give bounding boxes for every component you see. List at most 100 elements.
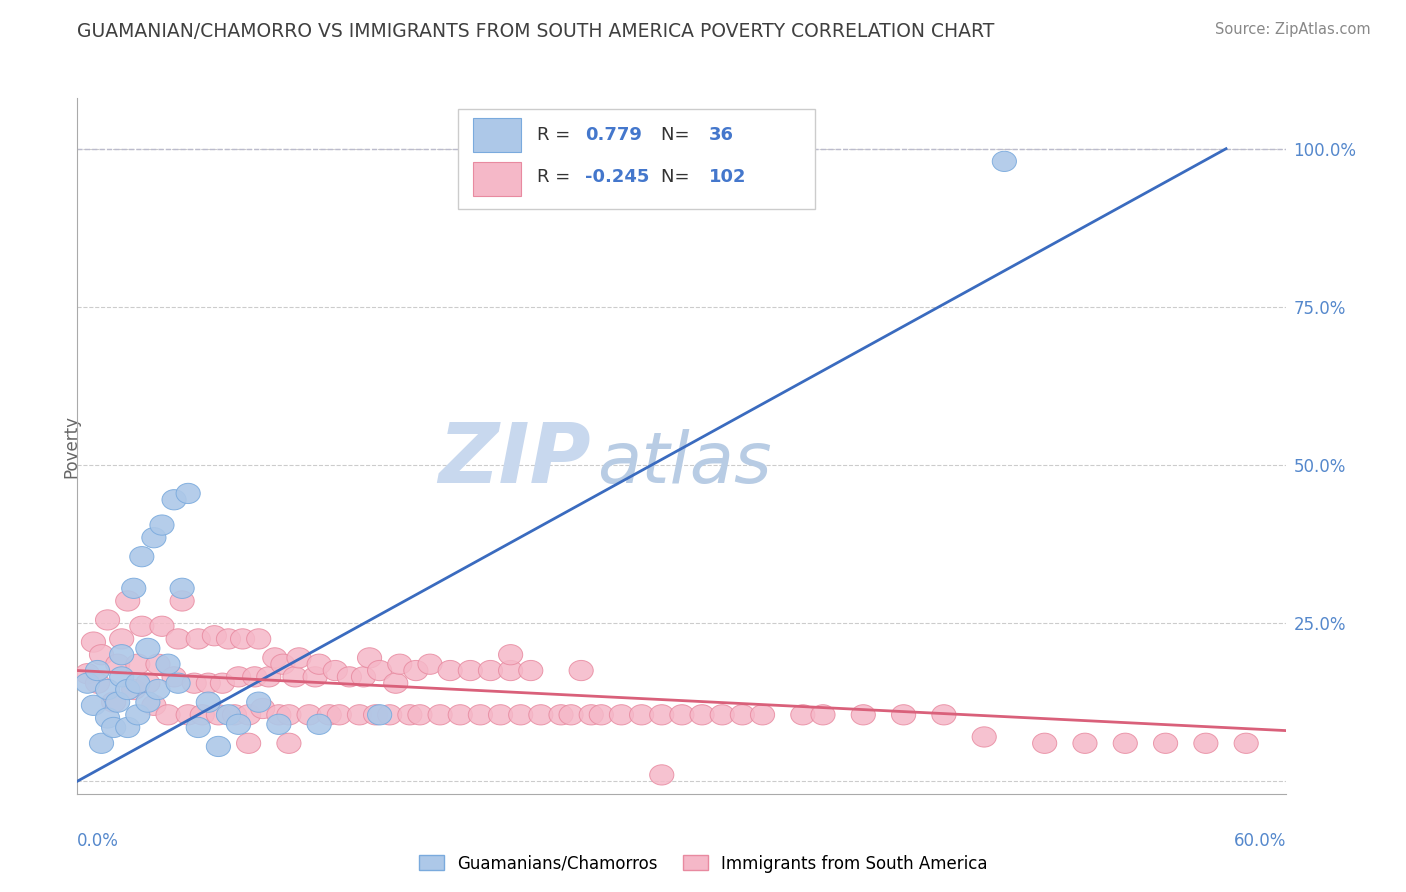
Ellipse shape — [267, 714, 291, 734]
Ellipse shape — [246, 629, 271, 649]
FancyBboxPatch shape — [472, 162, 522, 195]
Ellipse shape — [125, 654, 150, 674]
Ellipse shape — [170, 578, 194, 599]
Ellipse shape — [90, 645, 114, 665]
Ellipse shape — [388, 654, 412, 674]
Ellipse shape — [367, 705, 392, 725]
Ellipse shape — [851, 705, 876, 725]
Text: 60.0%: 60.0% — [1234, 832, 1286, 850]
Ellipse shape — [183, 673, 207, 693]
Ellipse shape — [146, 680, 170, 699]
Ellipse shape — [115, 591, 139, 611]
Ellipse shape — [548, 705, 574, 725]
Ellipse shape — [283, 666, 307, 687]
Ellipse shape — [96, 708, 120, 728]
Text: 102: 102 — [709, 168, 747, 186]
Text: N=: N= — [661, 126, 696, 144]
Ellipse shape — [110, 666, 134, 687]
Ellipse shape — [337, 666, 361, 687]
Ellipse shape — [449, 705, 472, 725]
Ellipse shape — [86, 673, 110, 693]
Ellipse shape — [367, 660, 392, 681]
Ellipse shape — [297, 705, 321, 725]
Ellipse shape — [891, 705, 915, 725]
Ellipse shape — [90, 733, 114, 754]
Ellipse shape — [202, 625, 226, 646]
Ellipse shape — [129, 547, 153, 566]
Ellipse shape — [186, 629, 211, 649]
Ellipse shape — [176, 483, 200, 504]
Ellipse shape — [569, 660, 593, 681]
Ellipse shape — [76, 664, 100, 684]
Ellipse shape — [257, 666, 281, 687]
Ellipse shape — [263, 648, 287, 668]
Ellipse shape — [690, 705, 714, 725]
Ellipse shape — [267, 705, 291, 725]
Ellipse shape — [82, 632, 105, 652]
Ellipse shape — [150, 616, 174, 636]
Ellipse shape — [105, 654, 129, 674]
Ellipse shape — [458, 660, 482, 681]
Ellipse shape — [488, 705, 513, 725]
Ellipse shape — [439, 660, 463, 681]
Ellipse shape — [162, 666, 186, 687]
Ellipse shape — [710, 705, 734, 725]
Ellipse shape — [478, 660, 502, 681]
Ellipse shape — [122, 680, 146, 699]
Ellipse shape — [398, 705, 422, 725]
Ellipse shape — [307, 714, 332, 734]
Ellipse shape — [76, 673, 100, 693]
Ellipse shape — [125, 673, 150, 693]
Ellipse shape — [378, 705, 402, 725]
Ellipse shape — [277, 733, 301, 754]
Ellipse shape — [96, 610, 120, 630]
Ellipse shape — [162, 490, 186, 510]
Text: Source: ZipAtlas.com: Source: ZipAtlas.com — [1215, 22, 1371, 37]
Ellipse shape — [669, 705, 695, 725]
Ellipse shape — [82, 695, 105, 715]
Ellipse shape — [427, 705, 453, 725]
Text: R =: R = — [537, 168, 576, 186]
Ellipse shape — [96, 680, 120, 699]
Ellipse shape — [150, 515, 174, 535]
Ellipse shape — [630, 705, 654, 725]
Ellipse shape — [186, 717, 211, 738]
Ellipse shape — [1114, 733, 1137, 754]
Ellipse shape — [609, 705, 634, 725]
FancyBboxPatch shape — [458, 109, 815, 210]
Ellipse shape — [287, 648, 311, 668]
Ellipse shape — [509, 705, 533, 725]
Ellipse shape — [1032, 733, 1057, 754]
Ellipse shape — [751, 705, 775, 725]
Ellipse shape — [650, 705, 673, 725]
Ellipse shape — [519, 660, 543, 681]
Ellipse shape — [499, 660, 523, 681]
Text: ZIP: ZIP — [439, 419, 592, 500]
Ellipse shape — [236, 733, 260, 754]
Ellipse shape — [499, 645, 523, 665]
Ellipse shape — [811, 705, 835, 725]
Ellipse shape — [142, 527, 166, 548]
Text: 36: 36 — [709, 126, 734, 144]
Text: -0.245: -0.245 — [585, 168, 650, 186]
Ellipse shape — [101, 717, 125, 738]
Ellipse shape — [560, 705, 583, 725]
Ellipse shape — [418, 654, 441, 674]
Ellipse shape — [250, 698, 274, 719]
Ellipse shape — [529, 705, 553, 725]
Ellipse shape — [122, 578, 146, 599]
Text: atlas: atlas — [598, 429, 772, 498]
Ellipse shape — [468, 705, 492, 725]
Ellipse shape — [217, 629, 240, 649]
Ellipse shape — [271, 654, 295, 674]
Ellipse shape — [176, 705, 200, 725]
Ellipse shape — [115, 680, 139, 699]
Ellipse shape — [1234, 733, 1258, 754]
Ellipse shape — [222, 705, 246, 725]
Ellipse shape — [207, 736, 231, 756]
Ellipse shape — [136, 673, 160, 693]
Ellipse shape — [357, 648, 381, 668]
Ellipse shape — [993, 152, 1017, 171]
Ellipse shape — [170, 591, 194, 611]
Ellipse shape — [142, 695, 166, 715]
